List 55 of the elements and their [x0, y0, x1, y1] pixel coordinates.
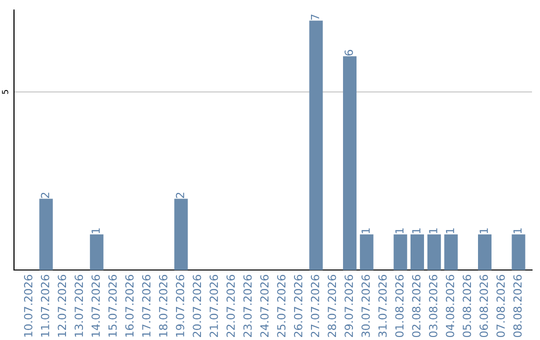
- data-label: 1: [362, 228, 370, 234]
- x-tick-label: 13.07.2026: [74, 274, 84, 337]
- data-label: 1: [395, 228, 404, 234]
- bar: [478, 234, 492, 270]
- bar: [410, 234, 424, 270]
- data-label: 2: [40, 192, 50, 198]
- x-tick-label: 16.07.2026: [125, 274, 134, 337]
- data-label: 6: [344, 50, 353, 56]
- bar: [39, 198, 53, 270]
- x-tick-label: 01.08.2026: [395, 274, 404, 338]
- x-tick-label: 28.07.2026: [328, 274, 336, 337]
- data-label: 1: [480, 228, 488, 234]
- bar: [90, 234, 104, 270]
- data-label: 1: [412, 228, 420, 234]
- bar: [360, 234, 374, 270]
- x-tick-label: 04.08.2026: [446, 274, 454, 338]
- x-tick-label: 26.07.2026: [294, 274, 302, 337]
- x-tick-label: 11.07.2026: [40, 274, 50, 337]
- data-label: 7: [310, 14, 320, 20]
- data-label: 1: [446, 228, 454, 234]
- x-tick-label: 02.08.2026: [412, 274, 420, 338]
- x-tick-label: 08.08.2026: [513, 274, 522, 338]
- x-tick-label: 20.07.2026: [192, 274, 202, 337]
- x-tick-label: 27.07.2026: [310, 274, 320, 337]
- x-tick-label: 06.08.2026: [480, 274, 488, 338]
- bar: [427, 234, 441, 270]
- x-tick-label: 12.07.2026: [58, 274, 66, 337]
- x-tick-label: 18.07.2026: [158, 274, 168, 337]
- x-tick-label: 31.07.2026: [378, 274, 387, 337]
- x-tick-label: 10.07.2026: [24, 274, 32, 337]
- y-tick-label: 5: [2, 90, 8, 94]
- x-tick-label: 19.07.2026: [176, 274, 184, 337]
- bar: [512, 234, 526, 270]
- bar: [174, 198, 188, 270]
- x-tick-label: 30.07.2026: [361, 274, 370, 337]
- x-tick-label: 22.07.2026: [226, 274, 235, 337]
- x-tick-label: 07.08.2026: [496, 274, 505, 338]
- data-label: 2: [176, 192, 184, 198]
- x-tick-label: 05.08.2026: [462, 274, 472, 338]
- bar: [394, 234, 408, 270]
- x-tick-label: 29.07.2026: [344, 274, 353, 337]
- data-label: 1: [513, 228, 522, 234]
- x-tick-label: 14.07.2026: [91, 274, 100, 337]
- bar: [444, 234, 458, 270]
- x-tick-label: 25.07.2026: [277, 274, 286, 337]
- data-label: 1: [92, 228, 100, 234]
- x-tick-label: 21.07.2026: [210, 274, 218, 337]
- data-label: 1: [429, 228, 438, 234]
- x-tick-label: 17.07.2026: [142, 274, 151, 337]
- bar: [343, 56, 357, 270]
- bar: [309, 20, 323, 270]
- x-tick-label: 24.07.2026: [260, 274, 269, 337]
- x-tick-label: 23.07.2026: [243, 274, 252, 337]
- x-tick-label: 15.07.2026: [108, 274, 117, 337]
- x-tick-label: 03.08.2026: [428, 274, 438, 338]
